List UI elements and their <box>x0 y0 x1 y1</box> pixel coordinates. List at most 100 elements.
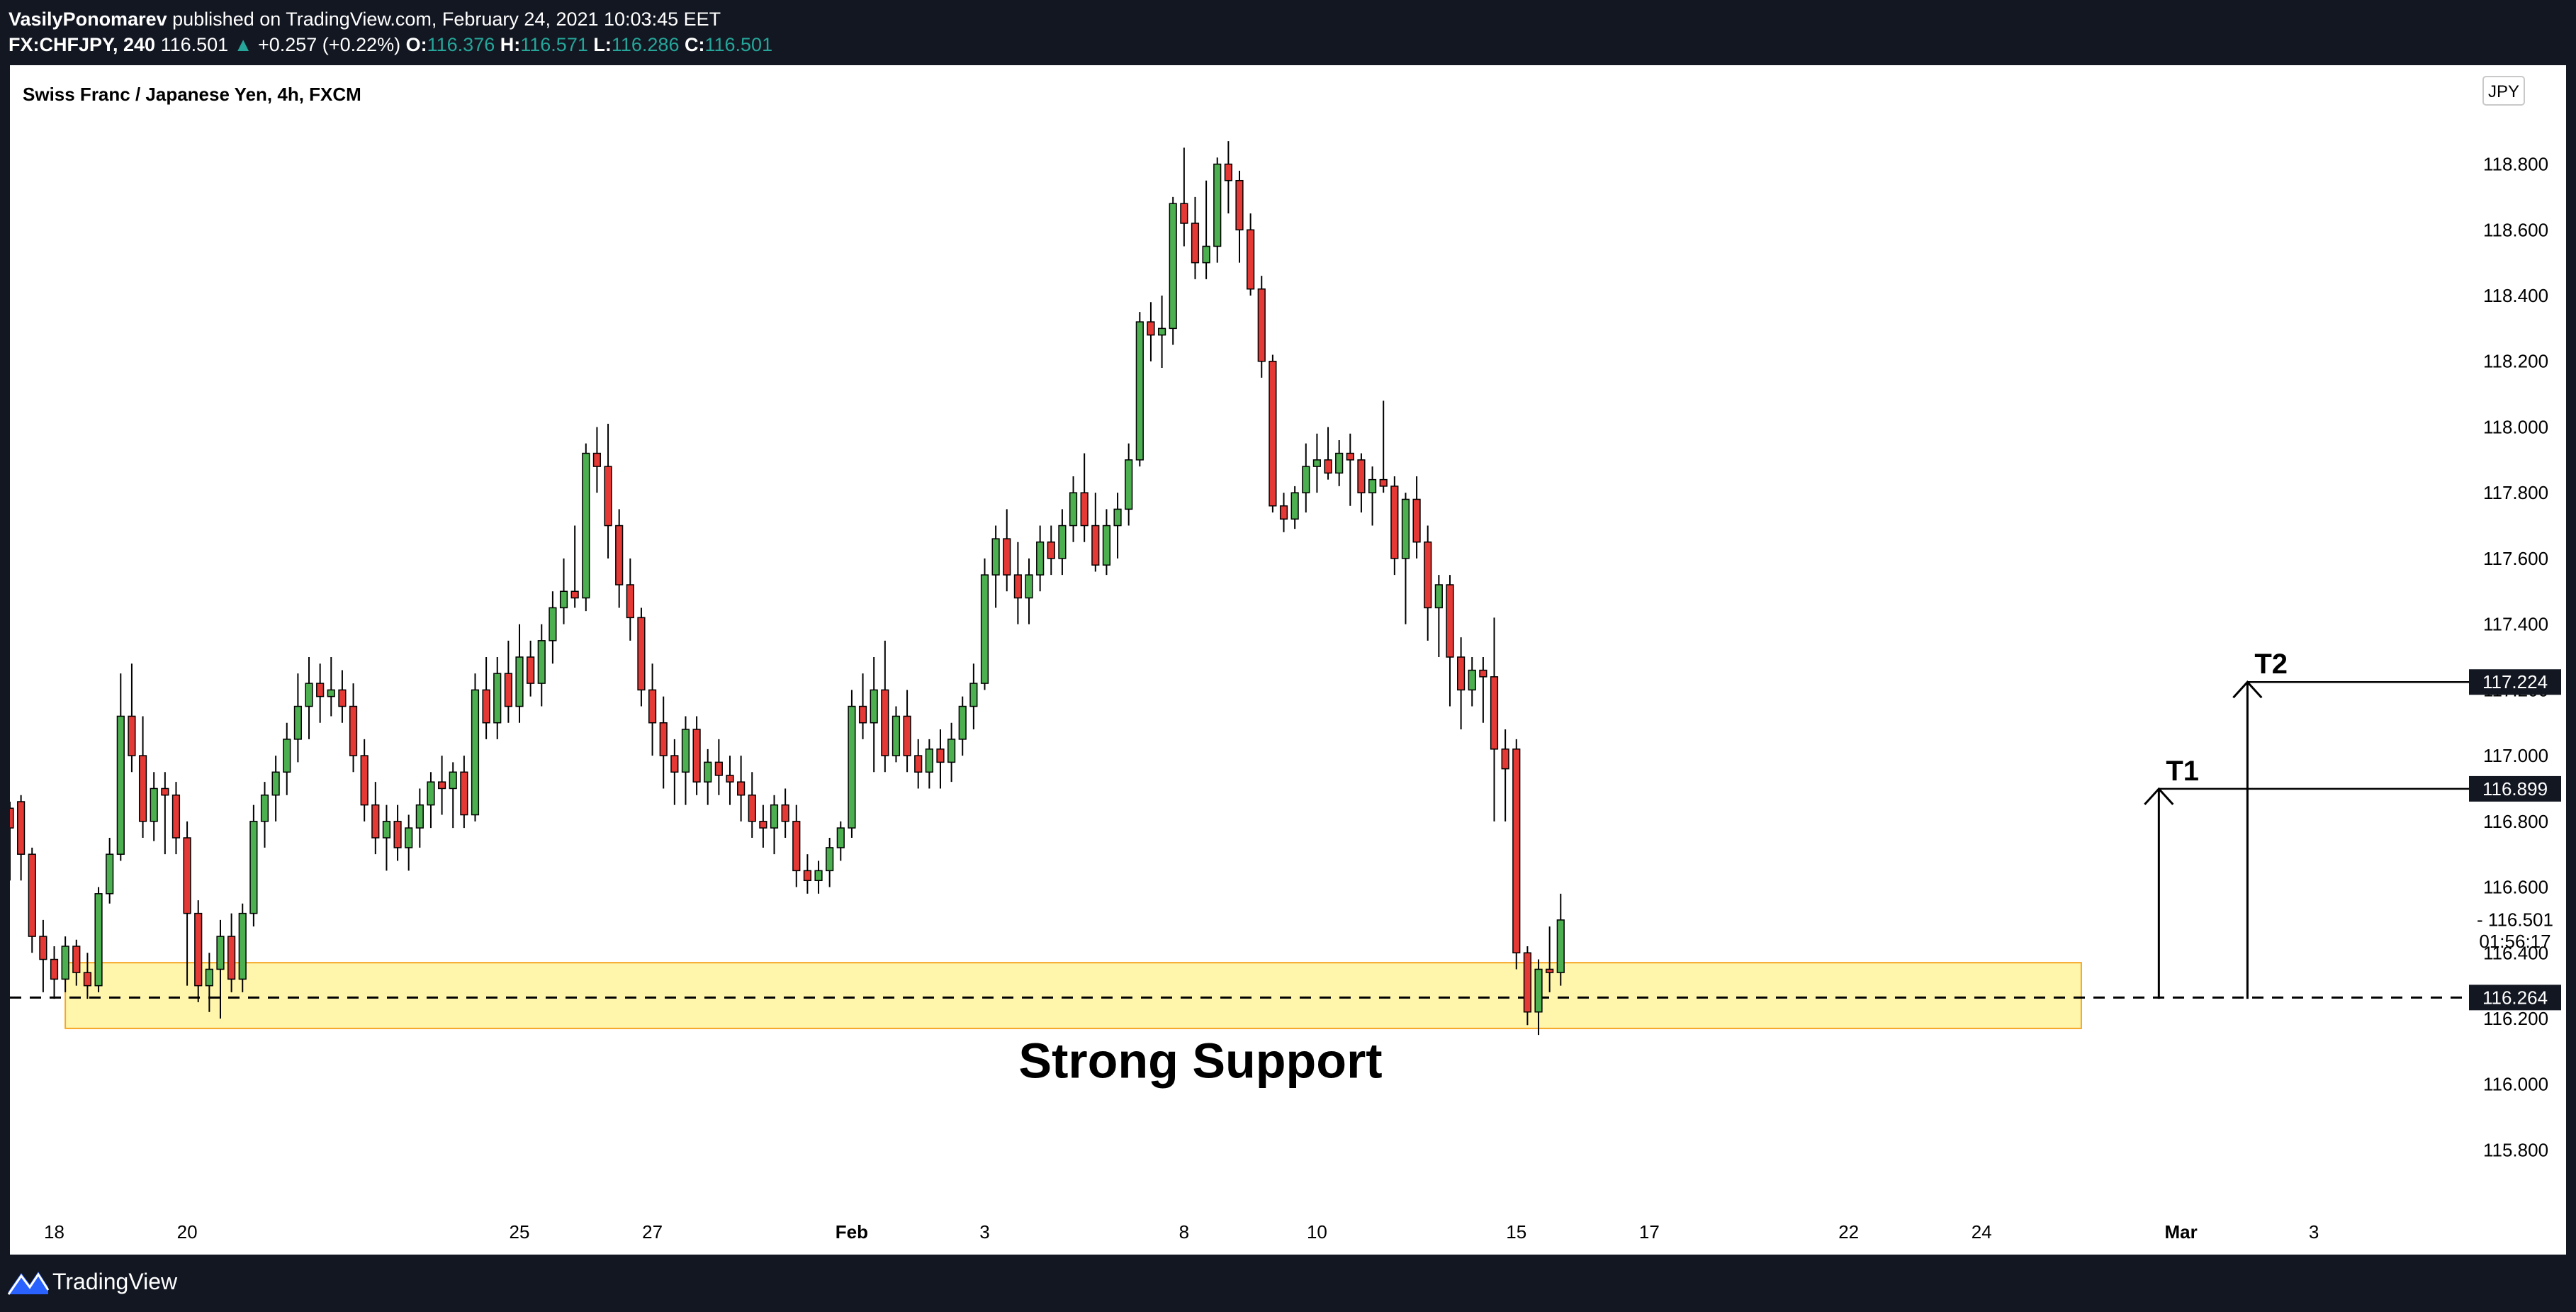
candle-down[interactable] <box>914 755 923 773</box>
candle-up[interactable] <box>305 683 313 707</box>
candle-down[interactable] <box>83 972 92 987</box>
candle-down[interactable] <box>1357 459 1366 493</box>
chart-area[interactable]: Swiss Franc / Japanese Yen, 4h, FXCM JPY… <box>10 65 2566 1255</box>
candle-down[interactable] <box>803 870 812 882</box>
candle-up[interactable] <box>770 804 779 829</box>
currency-badge[interactable] <box>2482 76 2525 106</box>
candle-down[interactable] <box>881 689 889 756</box>
candle-down[interactable] <box>1424 541 1432 609</box>
candle-down[interactable] <box>748 794 756 822</box>
candle-down[interactable] <box>1490 676 1499 750</box>
candle-down[interactable] <box>460 771 468 816</box>
candle-down[interactable] <box>17 801 26 855</box>
candle-down[interactable] <box>1523 952 1531 1013</box>
candle-down[interactable] <box>936 748 945 763</box>
candle-up[interactable] <box>1157 327 1166 336</box>
candle-down[interactable] <box>227 936 236 980</box>
candle-down[interactable] <box>1390 486 1399 559</box>
candle-up[interactable] <box>836 827 845 848</box>
candle-up[interactable] <box>870 689 878 724</box>
candle-down[interactable] <box>1147 321 1155 336</box>
candle-up[interactable] <box>1335 452 1344 474</box>
candle-down[interactable] <box>138 755 147 822</box>
candle-down[interactable] <box>316 683 325 697</box>
candle-up[interactable] <box>826 847 834 872</box>
candle-down[interactable] <box>1257 288 1266 362</box>
candle-up[interactable] <box>427 781 435 806</box>
candle-down[interactable] <box>670 755 679 773</box>
candle-up[interactable] <box>582 452 590 599</box>
candle-down[interactable] <box>50 958 59 980</box>
candle-up[interactable] <box>814 870 823 882</box>
candle-down[interactable] <box>1546 968 1554 973</box>
candle-up[interactable] <box>848 705 856 829</box>
candle-up[interactable] <box>415 804 424 829</box>
candle-up[interactable] <box>205 968 213 987</box>
candle-up[interactable] <box>537 640 546 684</box>
candle-down[interactable] <box>1180 203 1188 224</box>
candle-up[interactable] <box>249 821 258 914</box>
candle-down[interactable] <box>1091 525 1100 566</box>
candle-up[interactable] <box>1058 525 1067 559</box>
candle-down[interactable] <box>482 689 490 724</box>
candle-down[interactable] <box>1013 574 1022 599</box>
candle-up[interactable] <box>327 689 335 697</box>
candle-up[interactable] <box>382 821 391 839</box>
candle-up[interactable] <box>405 827 413 848</box>
candle-down[interactable] <box>659 722 668 756</box>
candle-up[interactable] <box>947 739 956 763</box>
candle-up[interactable] <box>704 761 712 783</box>
candle-up[interactable] <box>559 590 568 609</box>
candle-up[interactable] <box>271 771 280 796</box>
candle-up[interactable] <box>1556 919 1565 973</box>
candle-down[interactable] <box>527 656 535 684</box>
candle-up[interactable] <box>1434 584 1443 609</box>
candle-down[interactable] <box>1279 505 1288 520</box>
candle-down[interactable] <box>1047 541 1055 559</box>
candle-down[interactable] <box>171 794 181 839</box>
candle-down[interactable] <box>1512 748 1521 954</box>
tradingview-logo-text[interactable]: TradingView <box>52 1269 178 1294</box>
candle-up[interactable] <box>991 538 1000 576</box>
candle-down[interactable] <box>792 821 801 872</box>
candle-down[interactable] <box>371 804 380 839</box>
candle-up[interactable] <box>61 946 69 980</box>
candle-up[interactable] <box>260 794 269 822</box>
candle-down[interactable] <box>604 466 612 527</box>
candle-down[interactable] <box>1247 229 1255 290</box>
candle-down[interactable] <box>1412 498 1421 543</box>
candle-up[interactable] <box>238 912 247 980</box>
candle-up[interactable] <box>106 853 114 895</box>
candle-down[interactable] <box>360 755 369 806</box>
candle-down[interactable] <box>1269 360 1277 507</box>
candle-down[interactable] <box>504 673 512 707</box>
candle-up[interactable] <box>1368 478 1377 493</box>
candle-down[interactable] <box>1235 179 1244 231</box>
candle-down[interactable] <box>1346 452 1354 461</box>
candle-down[interactable] <box>1224 163 1232 181</box>
candle-down[interactable] <box>615 525 624 585</box>
candle-up[interactable] <box>1025 574 1033 599</box>
candle-down[interactable] <box>714 761 723 776</box>
candle-down[interactable] <box>338 689 347 707</box>
candle-down[interactable] <box>1379 478 1388 487</box>
candle-down[interactable] <box>692 729 701 783</box>
candle-up[interactable] <box>1113 508 1122 527</box>
candle-down[interactable] <box>781 804 789 822</box>
candle-down[interactable] <box>903 715 911 756</box>
candle-up[interactable] <box>681 729 690 773</box>
candle-up[interactable] <box>1202 245 1210 264</box>
candle-down[interactable] <box>1080 492 1089 527</box>
candle-down[interactable] <box>1457 656 1466 691</box>
candle-down[interactable] <box>10 807 14 829</box>
candle-up[interactable] <box>1312 459 1322 467</box>
candle-up[interactable] <box>283 739 291 773</box>
candle-up[interactable] <box>1102 525 1111 566</box>
candle-down[interactable] <box>759 821 767 829</box>
candle-up[interactable] <box>980 574 989 684</box>
candle-down[interactable] <box>1479 669 1487 678</box>
candle-up[interactable] <box>1290 492 1299 520</box>
candle-up[interactable] <box>493 673 502 724</box>
candle-down[interactable] <box>858 705 867 724</box>
candle-up[interactable] <box>925 748 933 773</box>
